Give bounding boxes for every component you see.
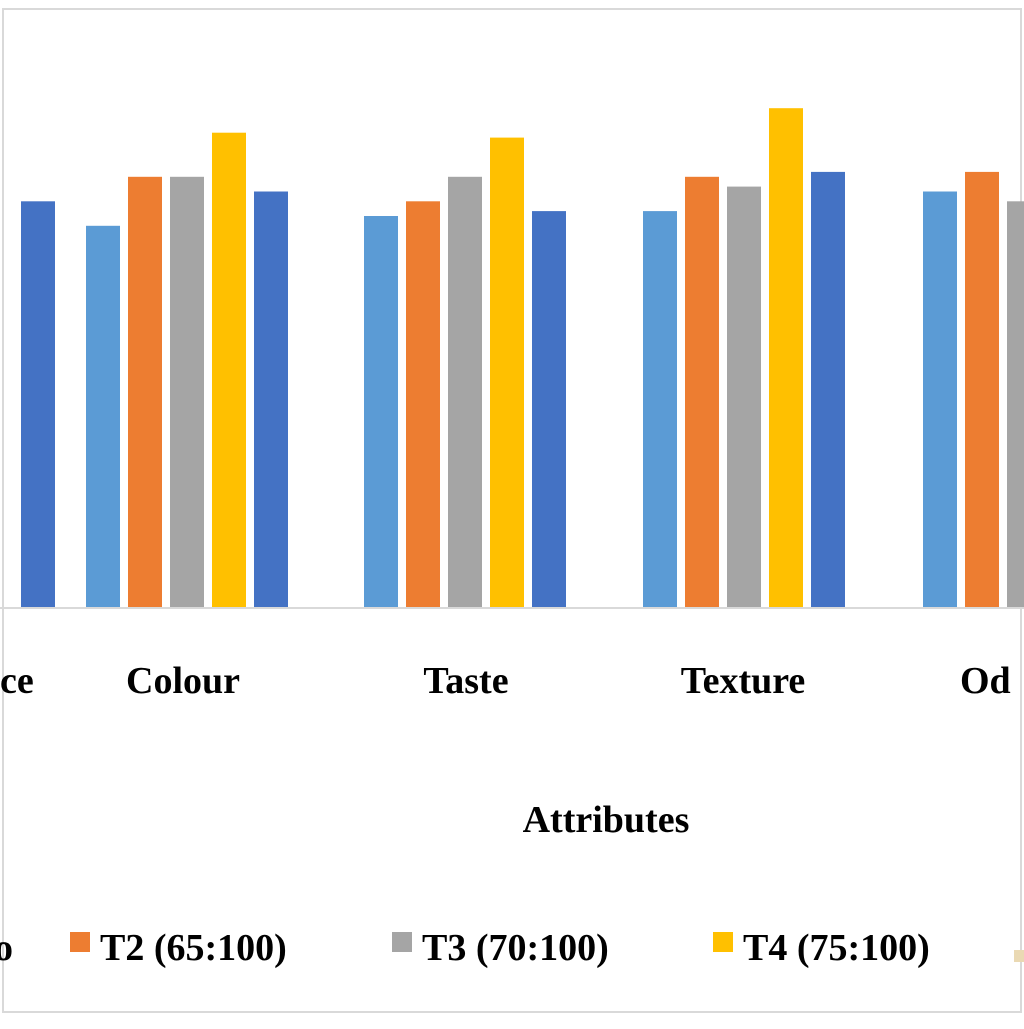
bar-appearance-s5 [21,201,55,609]
category-label-texture: Texture [681,660,806,702]
legend-swatch-t3 [392,932,412,952]
category-label-appearance: ce [0,660,34,702]
category-label-colour: Colour [126,660,240,702]
bar-colour-s3 [170,176,204,609]
bar-taste-s3 [448,176,482,609]
bar-texture-s3 [727,186,761,608]
legend-swatch-t5-partial [1014,950,1024,962]
bars-group [21,108,1024,609]
bar-taste-s5 [532,211,566,608]
category-label-odour: Od [960,660,1011,702]
legend-label-t3: T3 (70:100) [422,927,609,969]
bar-odour-s3 [1007,201,1024,609]
legend: o T2 (65:100) T3 (70:100) T4 (75:100) [0,927,1024,969]
bar-colour-s4 [212,132,246,608]
bar-colour-s5 [254,191,288,608]
bar-odour-s2 [965,171,999,608]
bar-colour-s2 [128,176,162,609]
legend-swatch-t4 [713,932,733,952]
bar-taste-s4 [490,137,524,608]
bar-texture-s5 [811,171,845,608]
legend-swatch-t2 [70,932,90,952]
category-labels: ce Colour Taste Texture Od [0,660,1011,702]
legend-label-t4: T4 (75:100) [743,927,930,969]
bar-texture-s2 [685,176,719,609]
bar-taste-s2 [406,201,440,609]
bar-taste-s1 [364,216,398,608]
x-axis-title: Attributes [523,799,690,841]
category-label-taste: Taste [423,660,508,702]
bar-texture-s4 [769,108,803,608]
bar-texture-s1 [643,211,677,608]
bar-odour-s1 [923,191,957,608]
legend-label-t2: T2 (65:100) [100,927,287,969]
legend-fragment-t1: o [0,927,13,969]
bar-colour-s1 [86,225,120,609]
